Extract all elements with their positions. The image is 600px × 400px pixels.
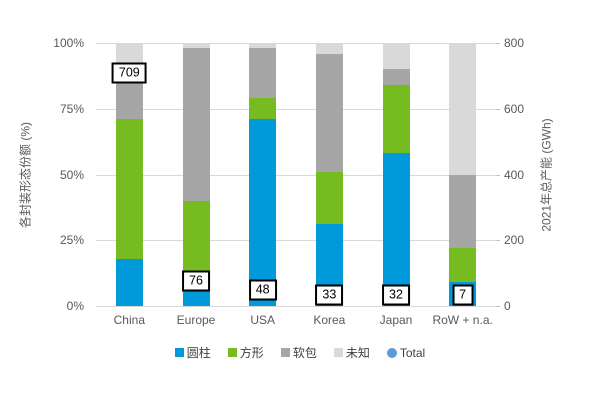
right-tick-0: 0: [504, 299, 511, 313]
bar-row-n-a-: [449, 43, 477, 306]
bar-segment-方形: [115, 119, 143, 259]
bar-segment-方形: [382, 85, 410, 154]
legend-item-软包: 软包: [280, 344, 317, 361]
x-label-china: China: [113, 313, 145, 327]
legend-square-icon: [174, 348, 184, 357]
total-label-korea: 33: [315, 284, 344, 306]
right-tick-600: 600: [504, 101, 525, 116]
right-tick-200: 200: [504, 233, 525, 248]
right-axis-tick-mark: [496, 306, 500, 307]
left-tick-100pct: 100%: [53, 36, 84, 50]
x-label-row-n-a-: RoW + n.a.: [432, 313, 493, 327]
right-tick-800: 800: [504, 36, 525, 50]
bar-china: [115, 43, 143, 306]
x-label-korea: Korea: [313, 313, 346, 327]
legend: 圆柱 方形 软包 未知 Total: [0, 344, 600, 361]
left-tick-75pct: 75%: [59, 101, 84, 116]
legend-label: Total: [399, 345, 426, 360]
total-label-usa: 48: [248, 279, 277, 301]
bar-usa: [249, 43, 277, 306]
legend-label: 未知: [345, 346, 370, 360]
legend-square-icon: [280, 348, 290, 357]
x-label-japan: Japan: [379, 313, 413, 327]
bar-segment-圆柱: [115, 258, 143, 306]
bar-segment-未知: [249, 43, 277, 49]
left-tick-25pct: 25%: [59, 233, 84, 248]
legend-label: 方形: [239, 346, 264, 360]
bar-segment-圆柱: [382, 153, 410, 306]
bar-segment-未知: [382, 43, 410, 70]
legend-item-方形: 方形: [227, 344, 264, 361]
legend-label: 圆柱: [186, 346, 211, 360]
bar-segment-软包: [382, 69, 410, 86]
bar-segment-方形: [449, 248, 477, 283]
right-tick-400: 400: [504, 167, 525, 182]
left-axis-title: 各封装形态份额 (%): [18, 122, 33, 228]
bar-segment-方形: [249, 98, 277, 120]
bar-segment-未知: [449, 43, 477, 175]
legend-circle-icon: [386, 347, 397, 358]
right-axis-tick-mark: [496, 174, 500, 176]
bar-japan: [382, 43, 410, 306]
x-label-usa: USA: [250, 313, 275, 327]
left-tick-50pct: 50%: [59, 167, 84, 182]
bar-segment-软包: [315, 53, 343, 172]
bar-europe: [182, 43, 210, 306]
legend-label: 软包: [292, 346, 317, 360]
gridline-75: [96, 108, 496, 110]
gridline-0: [96, 306, 496, 307]
legend-square-icon: [227, 348, 237, 357]
gridline-25: [96, 240, 496, 242]
right-axis-tick-mark: [496, 240, 500, 242]
legend-item-total: Total: [386, 345, 426, 360]
bar-segment-未知: [182, 43, 210, 49]
bar-segment-圆柱: [249, 119, 277, 306]
total-label-china: 709: [111, 62, 147, 84]
left-tick-0pct: 0%: [66, 299, 84, 313]
bar-segment-软包: [249, 48, 277, 99]
gridline-100: [96, 43, 496, 44]
right-axis-tick-mark: [496, 108, 500, 110]
bar-korea: [315, 43, 343, 306]
gridline-50: [96, 174, 496, 176]
right-axis-tick-mark: [496, 43, 500, 44]
bar-segment-软包: [449, 174, 477, 249]
bar-segment-方形: [315, 171, 343, 225]
total-label-japan: 32: [382, 284, 410, 306]
legend-square-icon: [333, 348, 343, 357]
total-label-europe: 76: [182, 270, 210, 292]
total-label-row-n-a-: 7: [452, 284, 474, 306]
bar-segment-软包: [182, 48, 210, 201]
bar-segment-未知: [315, 43, 343, 54]
legend-item-未知: 未知: [333, 344, 370, 361]
legend-item-圆柱: 圆柱: [174, 344, 211, 361]
x-label-europe: Europe: [176, 313, 216, 327]
plot-area: 709 76 48 33 32 7: [96, 43, 500, 307]
